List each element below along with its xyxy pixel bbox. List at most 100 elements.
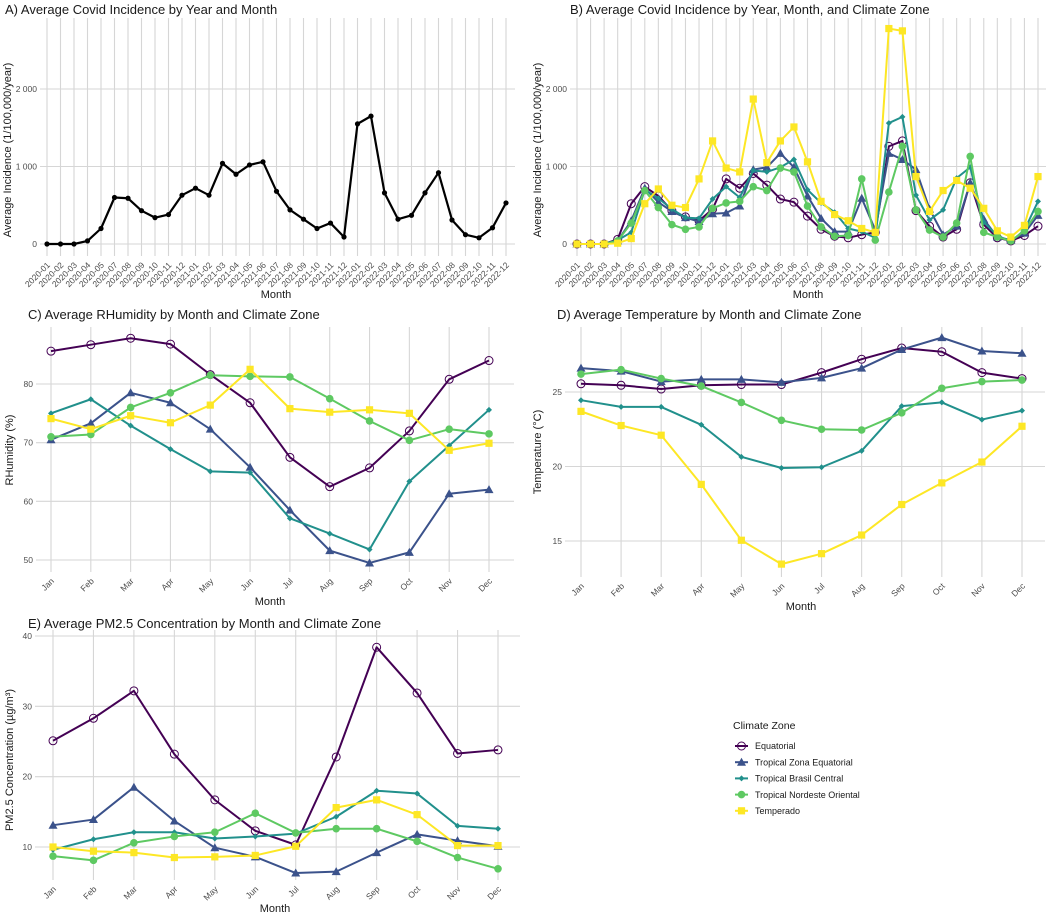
- data-point: [47, 415, 55, 423]
- data-point: [453, 841, 462, 850]
- y-tick-label: 70: [24, 438, 34, 448]
- series-line: [52, 789, 499, 851]
- data-point: [926, 216, 933, 223]
- series-line: [580, 410, 1023, 566]
- data-point: [925, 226, 934, 234]
- series-line: [50, 374, 490, 442]
- data-point: [130, 838, 138, 847]
- y-axis-title: Temperature (°C): [532, 410, 544, 494]
- data-point: [668, 220, 676, 229]
- data-point: [657, 431, 665, 439]
- data-point: [658, 403, 665, 410]
- legend-label: Tropical Nordeste Oriental: [755, 790, 860, 800]
- data-point: [57, 241, 64, 247]
- data-point: [1017, 348, 1027, 357]
- data-point: [695, 223, 703, 231]
- data-point: [777, 416, 786, 425]
- x-axis-title: Month: [255, 596, 286, 608]
- series-line: [52, 812, 499, 870]
- data-point: [830, 227, 840, 236]
- data-point: [165, 339, 175, 349]
- data-point: [285, 505, 295, 514]
- series-line: [580, 399, 1023, 469]
- data-point: [414, 790, 421, 797]
- data-point: [696, 374, 706, 383]
- data-point: [395, 216, 401, 222]
- data-point: [233, 171, 239, 177]
- data-point: [803, 158, 812, 166]
- data-point: [858, 224, 866, 233]
- data-point: [89, 856, 98, 865]
- x-tick-label: Oct: [406, 884, 423, 901]
- series-line: [52, 646, 499, 846]
- data-point: [127, 412, 135, 420]
- x-tick-label: Feb: [81, 884, 99, 902]
- data-point: [790, 168, 798, 176]
- data-point: [577, 407, 585, 415]
- data-point: [776, 137, 784, 145]
- data-point: [616, 380, 626, 390]
- data-point: [211, 853, 219, 861]
- data-point: [763, 186, 771, 195]
- data-point: [952, 219, 961, 227]
- legend-label: Tropical Zona Equatorial: [755, 757, 853, 767]
- legend-key-marker: [738, 775, 745, 782]
- series-tropical-brasil-central: [48, 396, 492, 553]
- y-axis-title: PM2.5 Concentration (µg/m³): [4, 689, 16, 831]
- x-tick-label: Oct: [930, 581, 947, 598]
- legend: Climate Zone Equatorial Tropical Zona Equa…: [733, 720, 860, 816]
- x-tick-label: Aug: [317, 576, 335, 594]
- legend-key-marker: [737, 807, 746, 815]
- data-point: [207, 468, 214, 475]
- data-point: [247, 469, 254, 476]
- data-point: [90, 836, 97, 843]
- data-point: [444, 489, 454, 498]
- data-point: [503, 200, 509, 206]
- data-point: [84, 238, 91, 244]
- x-axis-title: Month: [260, 903, 291, 915]
- data-point: [912, 172, 920, 181]
- data-point: [1034, 172, 1042, 181]
- data-point: [273, 188, 280, 194]
- data-point: [89, 847, 98, 855]
- x-axis-title: Month: [786, 601, 817, 613]
- data-point: [818, 464, 825, 471]
- data-point: [192, 185, 199, 191]
- data-point: [445, 446, 453, 454]
- data-point: [444, 374, 454, 384]
- y-tick-label: 60: [24, 496, 34, 506]
- data-point: [211, 835, 218, 842]
- data-point: [372, 642, 382, 652]
- legend-key-marker: [737, 790, 746, 799]
- data-point: [803, 191, 812, 200]
- data-point: [47, 433, 55, 441]
- y-tick-label: 1 000: [546, 162, 568, 172]
- series-tropical-zona-equatorial: [46, 388, 494, 567]
- chart-title: E) Average PM2.5 Concentration by Month …: [28, 616, 381, 631]
- data-point: [885, 120, 892, 127]
- data-point: [617, 421, 625, 430]
- data-point: [245, 462, 255, 471]
- legend-item: Tropical Nordeste Oriental: [735, 790, 860, 800]
- data-point: [167, 446, 174, 453]
- legend-item: Tropical Zona Equatorial: [735, 757, 853, 767]
- data-point: [925, 207, 934, 216]
- y-tick-label: 2 000: [16, 84, 38, 94]
- data-point: [576, 379, 586, 389]
- series-tropical-brasil-central: [578, 397, 1025, 471]
- data-point: [285, 452, 295, 462]
- data-point: [486, 406, 492, 413]
- x-tick-label: Sep: [889, 581, 907, 599]
- data-point: [1020, 221, 1029, 229]
- data-point: [654, 185, 662, 193]
- x-tick-label: Nov: [445, 883, 463, 901]
- data-point: [332, 804, 340, 812]
- data-point: [405, 409, 413, 417]
- legend-item: Temperado: [735, 806, 800, 816]
- data-point: [884, 148, 894, 157]
- data-point: [953, 176, 961, 185]
- x-tick-label: Mar: [649, 581, 667, 599]
- data-point: [803, 202, 812, 210]
- data-point: [170, 853, 178, 862]
- data-point: [365, 558, 375, 567]
